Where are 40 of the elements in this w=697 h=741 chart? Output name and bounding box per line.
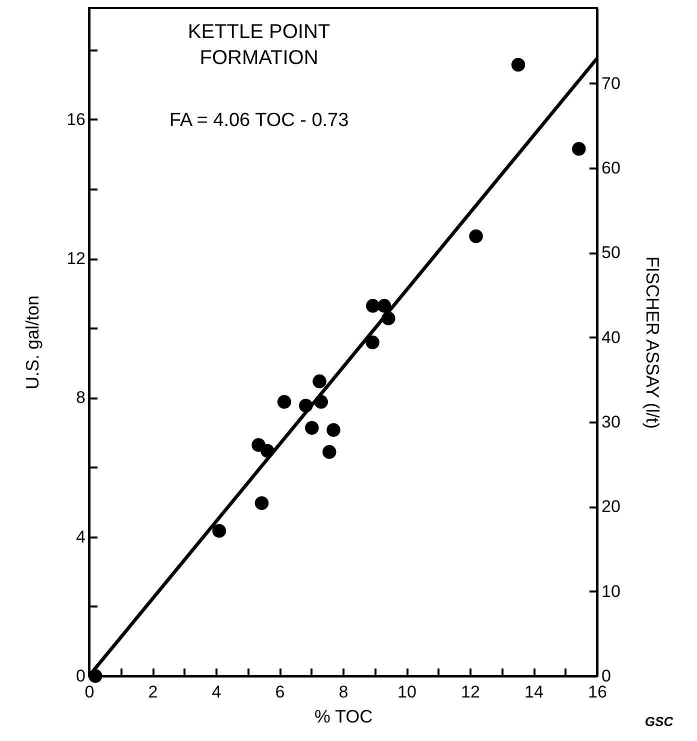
annotation: FA = 4.06 TOC - 0.73 xyxy=(169,110,349,131)
point xyxy=(312,374,326,388)
y-axis-title: U.S. gal/ton xyxy=(22,295,43,390)
y-tick-label: 12 xyxy=(66,249,86,268)
x-tick-label: 14 xyxy=(524,682,544,702)
x-axis-title: % TOC xyxy=(314,706,373,726)
point xyxy=(511,58,526,72)
point xyxy=(469,229,483,244)
point xyxy=(326,423,340,437)
x-tick-label: 12 xyxy=(461,682,480,702)
point xyxy=(322,445,336,459)
y2-tick-label: 10 xyxy=(602,582,620,601)
y-tick-label: 8 xyxy=(76,388,86,408)
x-tick-label: 6 xyxy=(275,682,285,702)
y2-tick-label: 60 xyxy=(602,158,620,178)
point xyxy=(366,298,380,313)
point xyxy=(377,298,392,313)
x-tick-label: 2 xyxy=(148,682,158,702)
text: KETTLE POINT FORMATION xyxy=(188,21,330,69)
y2-tick-label: 70 xyxy=(602,74,620,93)
x-tick-label: 4 xyxy=(212,682,222,702)
y2-tick-label: 20 xyxy=(602,497,620,516)
y2-axis-title: FISCHER ASSAY (l/t) xyxy=(642,256,662,429)
y2-tick-label: 30 xyxy=(602,412,620,432)
y-tick-label: 16 xyxy=(66,110,86,129)
y2-tick-label: 0 xyxy=(602,666,611,686)
point xyxy=(254,496,269,510)
point xyxy=(366,335,380,350)
point xyxy=(212,524,226,538)
x-tick-label: 16 xyxy=(588,682,607,702)
point xyxy=(277,394,292,409)
x-tick-label: 8 xyxy=(338,682,348,702)
text: GSC xyxy=(644,714,674,729)
point xyxy=(304,421,319,435)
x-tick-label: 10 xyxy=(398,682,416,702)
point xyxy=(572,142,586,156)
y2-tick-label: 40 xyxy=(602,328,620,347)
y2-tick-label: 50 xyxy=(602,243,620,262)
y-tick-label: 4 xyxy=(76,527,86,546)
y-tick-label: 0 xyxy=(76,666,86,686)
